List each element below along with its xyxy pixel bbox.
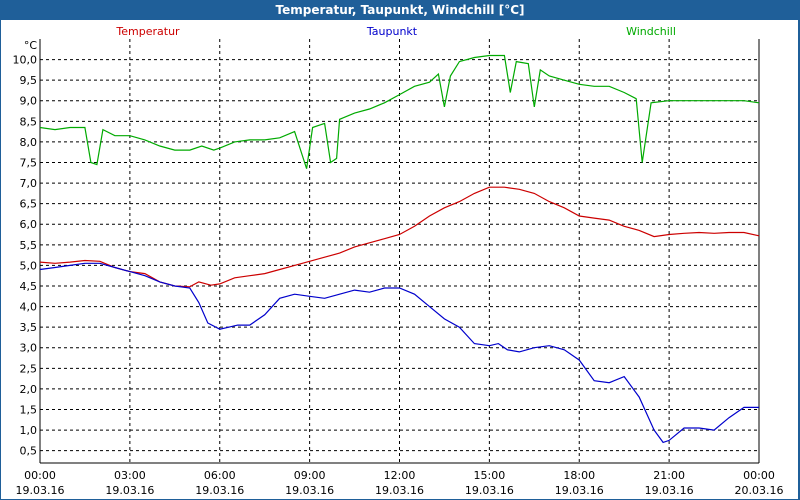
x-tick-label: 00:00 [24, 469, 56, 482]
legend-temperatur: Temperatur [115, 25, 180, 38]
x-tick-label: 00:00 [743, 469, 775, 482]
y-tick-label: 1,5 [20, 403, 38, 416]
y-tick-label: 5,5 [20, 239, 38, 252]
legend-windchill: Windchill [626, 25, 676, 38]
y-tick-label: 8,0 [20, 136, 38, 149]
x-tick-date-label: 19.03.16 [645, 484, 694, 497]
y-tick-label: 9,0 [20, 95, 38, 108]
y-tick-label: 7,5 [20, 156, 38, 169]
x-tick-label: 06:00 [204, 469, 236, 482]
y-tick-label: 2,0 [20, 383, 38, 396]
y-tick-label: 7,0 [20, 177, 38, 190]
y-tick-label: 6,5 [20, 198, 38, 211]
x-tick-label: 18:00 [563, 469, 595, 482]
series-line-windchill [39, 54, 760, 169]
legend-taupunkt: Taupunkt [366, 25, 418, 38]
x-tick-label: 21:00 [653, 469, 685, 482]
y-tick-label: 0,5 [20, 445, 38, 458]
y-tick-label: 1,0 [20, 424, 38, 437]
x-tick-label: 09:00 [294, 469, 326, 482]
y-tick-label: 2,5 [20, 362, 38, 375]
x-tick-date-label: 19.03.16 [16, 484, 65, 497]
x-tick-date-label: 19.03.16 [105, 484, 154, 497]
chart-title: Temperatur, Taupunkt, Windchill [°C] [275, 3, 525, 17]
x-tick-label: 12:00 [384, 469, 416, 482]
y-axis-label: °C [24, 39, 38, 52]
y-tick-label: 8,5 [20, 115, 38, 128]
x-tick-date-label: 19.03.16 [195, 484, 244, 497]
y-tick-label: 4,0 [20, 301, 38, 314]
x-tick-date-label: 19.03.16 [555, 484, 604, 497]
y-tick-label: 6,0 [20, 218, 38, 231]
x-tick-date-label: 19.03.16 [285, 484, 334, 497]
y-tick-label: 4,5 [20, 280, 38, 293]
x-tick-label: 15:00 [474, 469, 506, 482]
x-tick-label: 03:00 [114, 469, 146, 482]
series-line-taupunkt [39, 262, 759, 444]
y-tick-label: 3,0 [20, 342, 38, 355]
x-tick-date-label: 19.03.16 [375, 484, 424, 497]
y-tick-label: 5,0 [20, 259, 38, 272]
y-tick-label: 9,5 [20, 74, 38, 87]
y-tick-label: 3,5 [20, 321, 38, 334]
y-tick-label: 10,0 [13, 54, 38, 67]
x-tick-date-label: 20.03.16 [735, 484, 784, 497]
x-tick-date-label: 19.03.16 [465, 484, 514, 497]
